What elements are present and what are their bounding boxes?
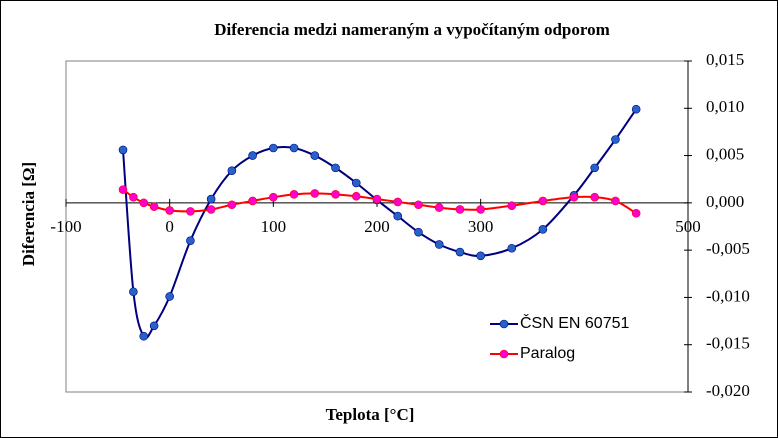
data-point xyxy=(476,251,485,261)
data-point xyxy=(611,135,620,144)
legend-marker xyxy=(499,319,509,329)
data-point xyxy=(476,205,485,214)
data-point xyxy=(165,292,174,301)
data-point xyxy=(538,196,548,206)
data-point xyxy=(434,240,444,249)
data-point xyxy=(507,243,517,253)
y-tick-label: 0,000 xyxy=(706,192,744,211)
y-tick-label: -0,010 xyxy=(706,286,750,305)
data-point xyxy=(269,143,278,153)
data-point xyxy=(372,194,382,204)
data-point xyxy=(149,321,159,331)
legend-label: Paralog xyxy=(520,345,575,362)
data-point xyxy=(186,207,195,216)
data-point xyxy=(590,192,600,202)
data-point xyxy=(248,196,257,206)
data-point xyxy=(186,236,195,245)
data-point xyxy=(393,211,403,221)
data-point xyxy=(289,190,299,199)
data-point xyxy=(269,192,278,202)
data-point xyxy=(165,206,174,215)
data-point xyxy=(507,201,517,210)
data-point xyxy=(206,194,216,204)
data-point xyxy=(569,192,579,202)
x-tick-label: 300 xyxy=(468,217,494,236)
data-point xyxy=(414,200,423,210)
data-point xyxy=(227,166,237,176)
data-point xyxy=(455,205,465,214)
y-tick-label: 0,005 xyxy=(706,144,744,163)
x-tick-label: 200 xyxy=(364,217,390,236)
data-point xyxy=(393,197,403,207)
data-point xyxy=(590,163,600,173)
y-tick-label: 0,010 xyxy=(706,97,744,116)
data-point xyxy=(310,151,320,160)
data-point xyxy=(331,190,340,199)
y-axis-label: Diferencia [Ω] xyxy=(19,162,38,266)
data-point xyxy=(118,185,128,194)
data-point xyxy=(118,145,128,155)
data-point xyxy=(631,104,641,114)
y-tick-label: 0,015 xyxy=(706,50,744,69)
data-point xyxy=(310,189,320,198)
legend: ČSN EN 60751 Paralog xyxy=(490,313,629,362)
x-axis-label: Teplota [°C] xyxy=(326,405,415,424)
data-point xyxy=(149,202,159,211)
data-point xyxy=(434,203,444,212)
data-point xyxy=(289,143,299,153)
y-tick-label: -0,020 xyxy=(706,381,750,400)
data-point xyxy=(129,287,138,297)
data-point xyxy=(414,227,423,237)
legend-marker xyxy=(499,349,509,359)
legend-label: ČSN EN 60751 xyxy=(520,313,629,332)
data-point xyxy=(129,192,138,202)
data-point xyxy=(631,208,641,218)
data-point xyxy=(351,178,361,188)
data-point xyxy=(139,198,149,208)
data-point xyxy=(455,247,465,257)
data-point xyxy=(331,163,340,173)
y-tick-label: -0,015 xyxy=(706,334,750,353)
data-point xyxy=(206,205,216,214)
x-tick-label: 500 xyxy=(675,217,701,236)
chart-title: Diferencia medzi nameraným a vypočítaným… xyxy=(214,20,610,39)
x-tick-label: 0 xyxy=(165,217,174,236)
x-tick-label: 100 xyxy=(261,217,287,236)
data-point xyxy=(227,200,237,210)
x-tick-label: -100 xyxy=(50,217,81,236)
data-point xyxy=(538,225,548,234)
y-tick-label: -0,005 xyxy=(706,239,750,258)
data-point xyxy=(611,196,620,206)
data-point xyxy=(139,331,149,341)
data-point xyxy=(248,151,257,160)
data-point xyxy=(351,191,361,201)
